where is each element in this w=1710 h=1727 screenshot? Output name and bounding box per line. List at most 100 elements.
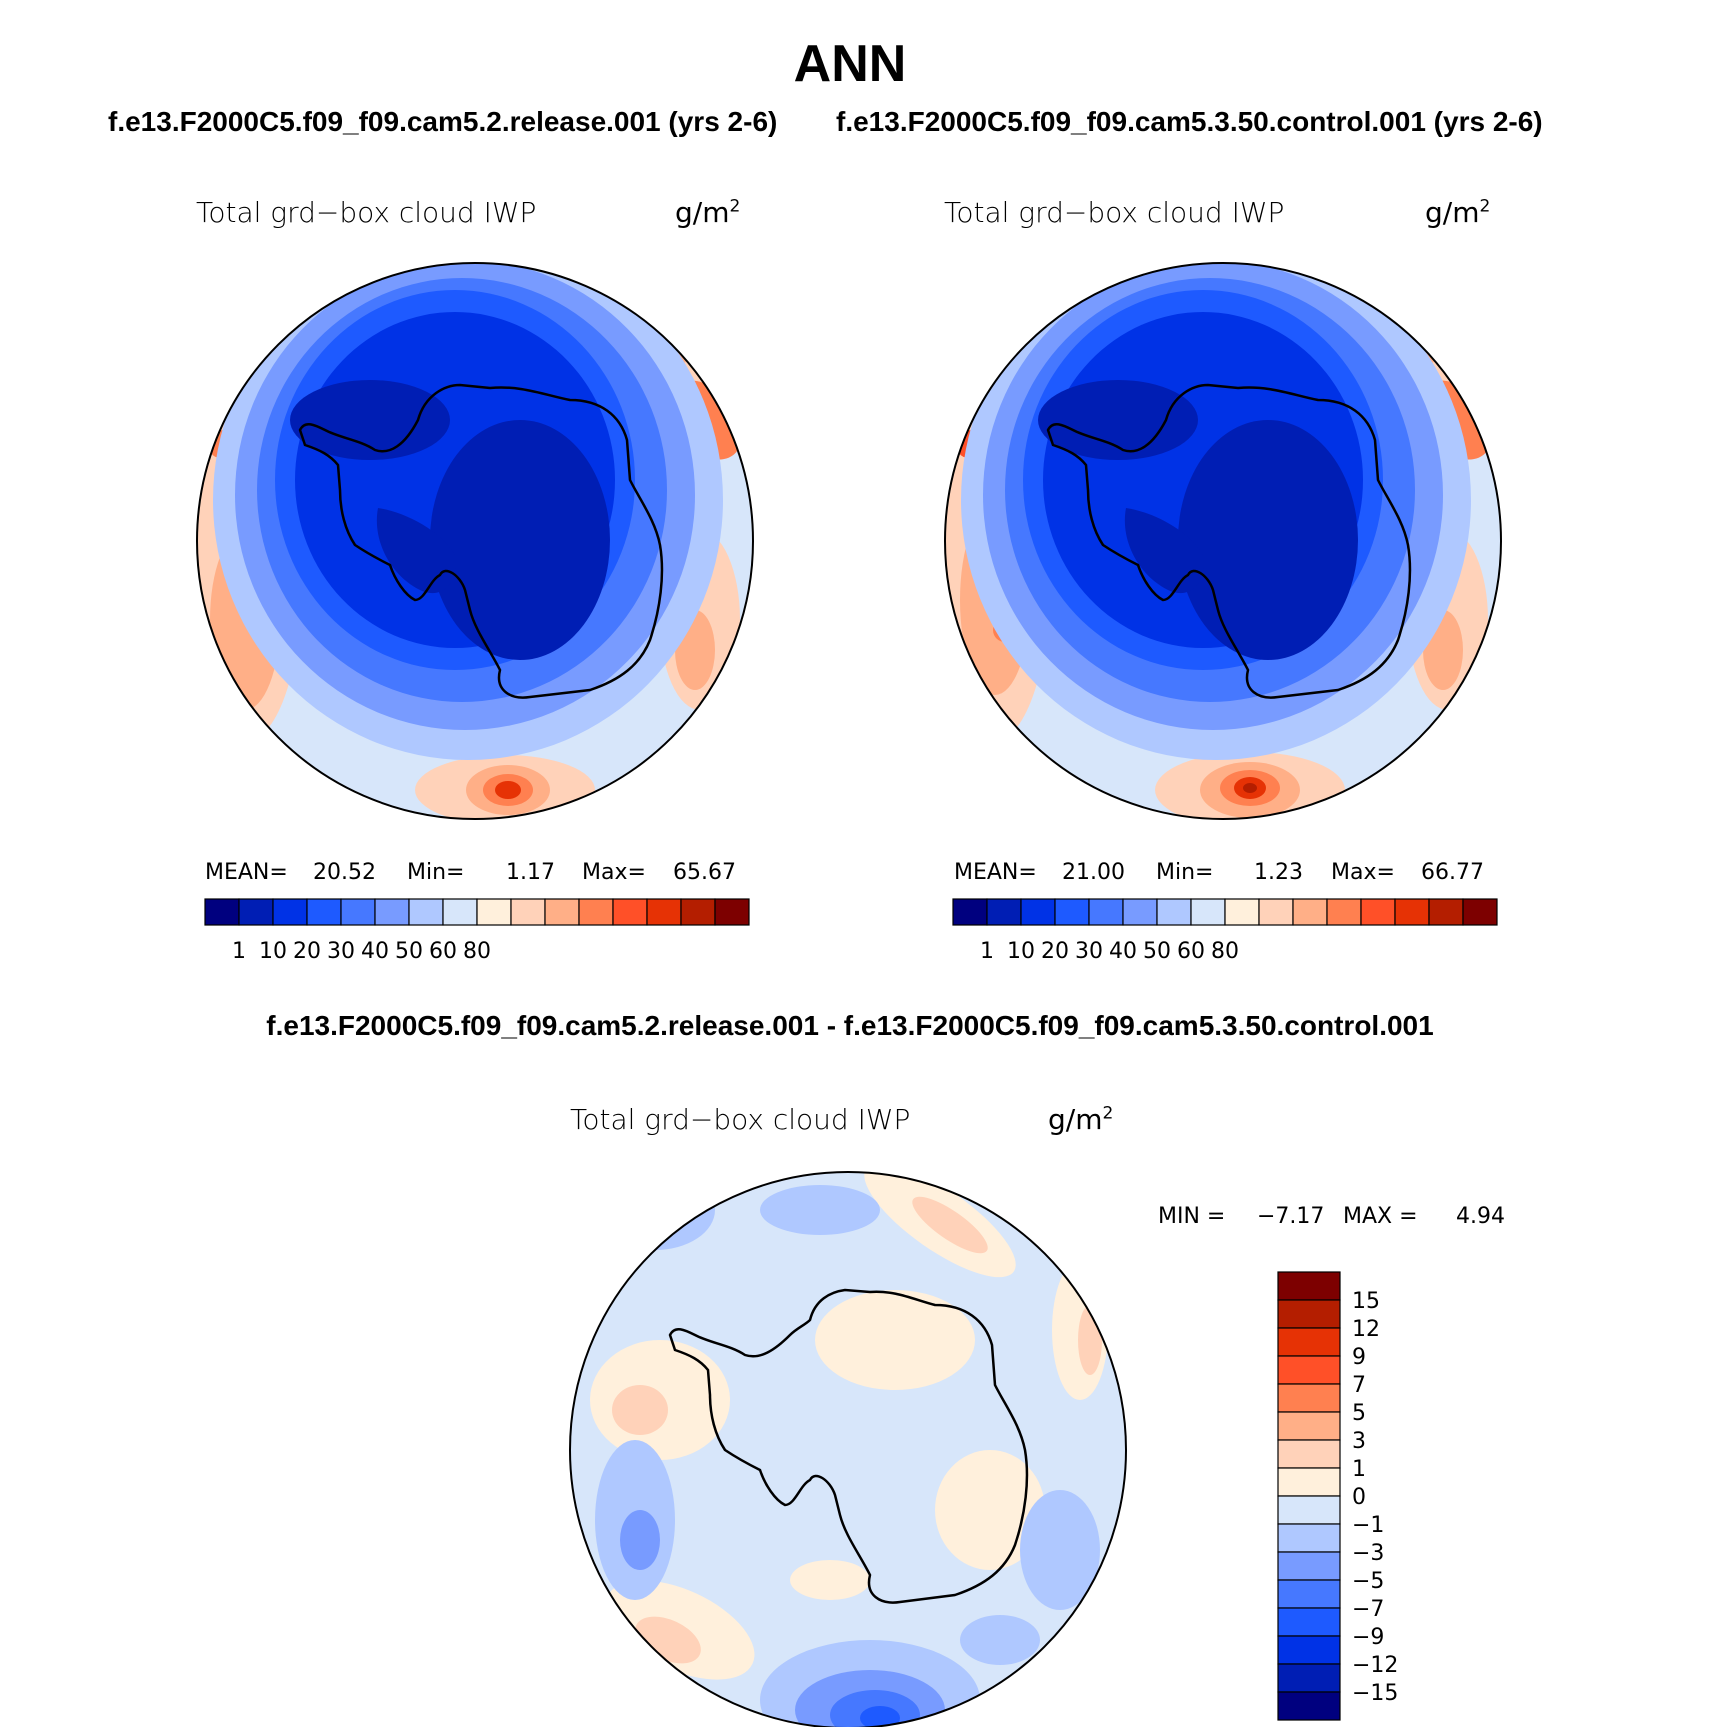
panel1-colorbar: 1 10 20 30 40 50 60 80 <box>204 898 750 964</box>
panel1-min-value: 1.17 <box>506 860 555 885</box>
panel1-colorbar-tick-label: 20 <box>293 939 321 964</box>
panel1-antarctica-coastline <box>298 383 664 699</box>
panel1-colorbar-tick-label: 30 <box>327 939 355 964</box>
difference-colorbar-box <box>1277 1271 1341 1301</box>
panel1-units-label: g/m2 <box>675 196 741 229</box>
panel2-max-label: Max= <box>1331 860 1395 885</box>
panel1-colorbar-box <box>442 898 478 926</box>
panel1-colorbar-tick-label: 50 <box>395 939 423 964</box>
panel2-colorbar-box <box>1394 898 1430 926</box>
panel1-colorbar-box <box>340 898 376 926</box>
panel2-colorbar-tick-label: 10 <box>1007 939 1035 964</box>
figure-title: ANN <box>793 35 907 93</box>
difference-colorbar-box <box>1277 1579 1341 1609</box>
difference-colorbar-box <box>1277 1355 1341 1385</box>
panel1-colorbar-tick-label: 1 <box>232 939 246 964</box>
difference-colorbar-tick-label: 9 <box>1352 1345 1366 1370</box>
panel1-colorbar-box <box>680 898 716 926</box>
panel2-colorbar-box <box>1326 898 1362 926</box>
panel2-colorbar-box <box>952 898 988 926</box>
difference-colorbar-box <box>1277 1635 1341 1665</box>
panel1-colorbar-box <box>238 898 274 926</box>
panel2-mean-label: MEAN= <box>954 860 1037 885</box>
difference-colorbar-tick-label: −12 <box>1352 1653 1398 1678</box>
panel2-colorbar-tick-label: 40 <box>1109 939 1137 964</box>
difference-colorbar-tick-label: 12 <box>1352 1317 1380 1342</box>
difference-colorbar: 15 12 9 7 5 3 1 0 −1 −3 −5 −7 −9 −12 −15 <box>1277 1271 1398 1721</box>
panel1-colorbar-box <box>544 898 580 926</box>
panel2-variable-label: Total grd−box cloud IWP <box>944 196 1285 229</box>
panel2-colorbar-box <box>1258 898 1294 926</box>
difference-colorbar-tick-label: 0 <box>1352 1485 1366 1510</box>
panel1-max-label: Max= <box>582 860 646 885</box>
difference-colorbar-box <box>1277 1327 1341 1357</box>
panel2-colorbar-box <box>1088 898 1124 926</box>
panel2-colorbar-box <box>1054 898 1090 926</box>
panel1-mean-value: 20.52 <box>313 860 376 885</box>
difference-colorbar-box <box>1277 1299 1341 1329</box>
panel2-min-value: 1.23 <box>1254 860 1303 885</box>
panel2-colorbar-tick-label: 1 <box>980 939 994 964</box>
panel2-colorbar-box <box>1156 898 1192 926</box>
panel2-colorbar-box <box>1462 898 1498 926</box>
panel1-colorbar-box <box>476 898 512 926</box>
panel2-colorbar-tick-label: 60 <box>1177 939 1205 964</box>
difference-colorbar-box <box>1277 1523 1341 1553</box>
panel1-colorbar-box <box>646 898 682 926</box>
difference-colorbar-tick-label: −7 <box>1352 1597 1384 1622</box>
diff-units-label: g/m2 <box>1048 1103 1114 1136</box>
difference-colorbar-box <box>1277 1663 1341 1693</box>
panel1-colorbar-box <box>374 898 410 926</box>
panel1-max-value: 65.67 <box>673 860 736 885</box>
panel1-mean-label: MEAN= <box>205 860 288 885</box>
difference-colorbar-box <box>1277 1439 1341 1469</box>
panel2-colorbar-tick-label: 20 <box>1041 939 1069 964</box>
diff-max-value: 4.94 <box>1456 1204 1505 1229</box>
panel1-colorbar-tick-label: 10 <box>259 939 287 964</box>
difference-colorbar-box <box>1277 1495 1341 1525</box>
panel2-colorbar-box <box>1190 898 1226 926</box>
panel2-colorbar: 1 10 20 30 40 50 60 80 <box>952 898 1498 964</box>
panel2-colorbar-tick-label: 80 <box>1211 939 1239 964</box>
diff-variable-label: Total grd−box cloud IWP <box>570 1103 911 1136</box>
difference-colorbar-tick-label: 5 <box>1352 1401 1366 1426</box>
diff-max-label: MAX = <box>1343 1204 1418 1229</box>
difference-colorbar-tick-label: −9 <box>1352 1625 1384 1650</box>
difference-title: f.e13.F2000C5.f09_f09.cam5.2.release.001… <box>266 1010 1434 1041</box>
panel1-colorbar-box <box>204 898 240 926</box>
panel2-antarctica-coastline <box>1046 383 1412 699</box>
panel1-min-label: Min= <box>407 860 465 885</box>
difference-colorbar-tick-label: 1 <box>1352 1457 1366 1482</box>
case-title-left: f.e13.F2000C5.f09_f09.cam5.2.release.001… <box>108 106 778 137</box>
panel2-colorbar-box <box>1292 898 1328 926</box>
panel2-max-value: 66.77 <box>1421 860 1484 885</box>
panel1-variable-label: Total grd−box cloud IWP <box>196 196 537 229</box>
panel1-colorbar-tick-label: 80 <box>463 939 491 964</box>
panel1-colorbar-box <box>510 898 546 926</box>
panel1-map <box>197 263 753 819</box>
panel2-colorbar-box <box>1020 898 1056 926</box>
difference-colorbar-box <box>1277 1607 1341 1637</box>
panel1-colorbar-box <box>306 898 342 926</box>
difference-colorbar-box <box>1277 1383 1341 1413</box>
panel2-colorbar-box <box>1428 898 1464 926</box>
panel2-colorbar-box <box>986 898 1022 926</box>
panel1-colorbar-box <box>578 898 614 926</box>
panel2-colorbar-tick-label: 30 <box>1075 939 1103 964</box>
panel1-colorbar-tick-label: 60 <box>429 939 457 964</box>
diff-min-value: −7.17 <box>1257 1204 1325 1229</box>
difference-map <box>570 1172 1126 1727</box>
case-title-right: f.e13.F2000C5.f09_f09.cam5.3.50.control.… <box>836 106 1543 137</box>
difference-colorbar-box <box>1277 1411 1341 1441</box>
panel1-colorbar-box <box>408 898 444 926</box>
panel2-colorbar-box <box>1224 898 1260 926</box>
difference-colorbar-tick-label: 3 <box>1352 1429 1366 1454</box>
panel2-colorbar-tick-label: 50 <box>1143 939 1171 964</box>
difference-colorbar-box <box>1277 1551 1341 1581</box>
panel1-colorbar-box <box>272 898 308 926</box>
difference-colorbar-box <box>1277 1467 1341 1497</box>
panel1-colorbar-box <box>714 898 750 926</box>
difference-colorbar-tick-label: −15 <box>1352 1681 1398 1706</box>
panel2-min-label: Min= <box>1156 860 1214 885</box>
